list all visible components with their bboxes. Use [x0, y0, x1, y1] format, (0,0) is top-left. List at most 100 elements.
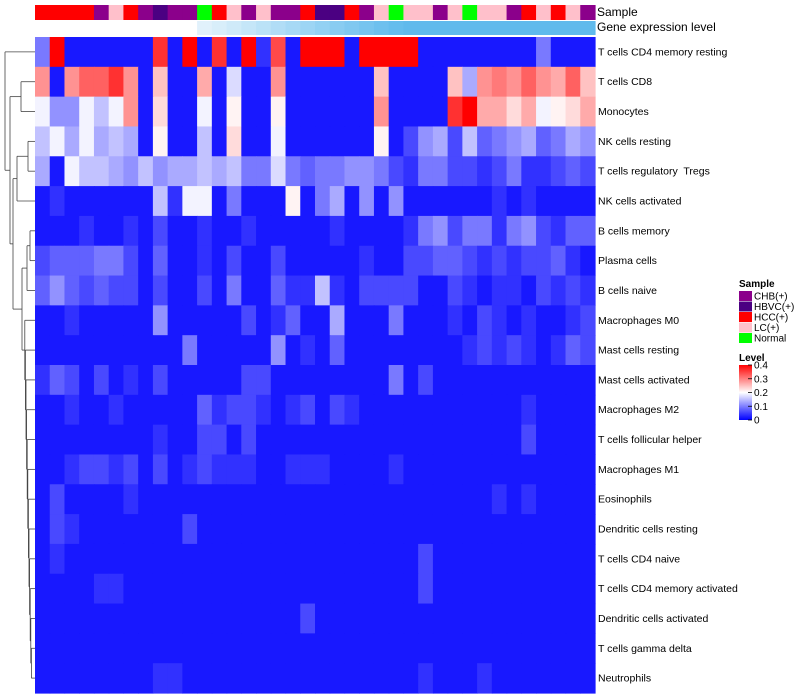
heatmap-cell: [418, 275, 434, 306]
heatmap-cell: [241, 215, 257, 247]
heatmap-cell: [521, 305, 537, 336]
heatmap-cell: [432, 186, 449, 217]
gene-expression-annotation-cell: [359, 21, 375, 35]
heatmap-cell: [211, 573, 228, 605]
heatmap-cell: [35, 275, 51, 306]
heatmap-cell: [138, 275, 154, 306]
heatmap-cell: [565, 365, 581, 396]
heatmap-cell: [64, 37, 80, 68]
heatmap-cell: [550, 156, 567, 187]
row-label: Mast cells activated: [598, 374, 690, 386]
heatmap-cell: [79, 245, 95, 277]
heatmap-cell: [49, 573, 66, 605]
heatmap-cell: [182, 603, 198, 634]
heatmap-cell: [256, 633, 272, 664]
heatmap-cell: [167, 394, 183, 426]
heatmap-cell: [418, 424, 434, 456]
heatmap-cell: [197, 305, 213, 336]
heatmap-cell: [123, 156, 139, 187]
heatmap-cell: [521, 156, 537, 187]
heatmap-cell: [491, 156, 508, 187]
heatmap-cell: [35, 573, 51, 605]
heatmap-cell: [300, 245, 316, 277]
heatmap-cell: [462, 215, 478, 247]
heatmap-cell: [167, 424, 183, 456]
heatmap-cell: [506, 365, 522, 396]
heatmap-cell: [447, 96, 463, 128]
gene-expression-annotation-cell: [418, 21, 434, 35]
heatmap-cell: [344, 126, 360, 157]
heatmap-cell: [226, 275, 242, 306]
heatmap-cell: [285, 275, 301, 306]
heatmap-cell: [373, 633, 390, 664]
sample-legend-swatch: [739, 312, 752, 322]
sample-annotation-cell: [462, 5, 478, 20]
heatmap-cell: [344, 573, 360, 605]
heatmap-cell: [211, 186, 228, 217]
heatmap-cell: [536, 156, 552, 187]
heatmap-cell: [152, 126, 169, 157]
heatmap-cell: [49, 424, 66, 456]
heatmap-cell: [506, 633, 522, 664]
heatmap-cell: [536, 514, 552, 545]
heatmap-cell: [285, 215, 301, 247]
heatmap-cell: [432, 603, 449, 634]
heatmap-cell: [93, 603, 110, 634]
heatmap-cell: [226, 514, 242, 545]
heatmap-cell: [64, 305, 80, 336]
heatmap-cell: [565, 96, 581, 128]
heatmap-cell: [477, 603, 493, 634]
heatmap-cell: [359, 66, 375, 98]
heatmap-cell: [388, 215, 405, 247]
heatmap-cell: [138, 394, 154, 426]
heatmap-cell: [315, 484, 331, 515]
heatmap-cell: [138, 573, 154, 605]
heatmap-cell: [108, 126, 125, 157]
heatmap-cell: [123, 365, 139, 396]
heatmap-cell: [182, 514, 198, 545]
heatmap-cell: [79, 275, 95, 306]
heatmap-cell: [388, 96, 405, 128]
heatmap-cell: [315, 424, 331, 456]
heatmap-cell: [506, 663, 522, 694]
heatmap-cell: [329, 245, 346, 277]
heatmap-cell: [285, 305, 301, 336]
row-label: Dendritic cells activated: [598, 613, 708, 625]
heatmap-cell: [521, 245, 537, 277]
gene-expression-annotation-cell: [270, 21, 287, 35]
heatmap-cell: [93, 66, 110, 98]
sample-annotation-cell: [536, 5, 552, 20]
heatmap-cell: [550, 573, 567, 605]
heatmap-cell: [93, 573, 110, 605]
sample-legend-items: CHB(+)HBVC(+)HCC(+)LC(+)Normal: [739, 291, 794, 345]
heatmap-cell: [79, 156, 95, 187]
heatmap-cell: [35, 245, 51, 277]
heatmap-cell: [432, 37, 449, 68]
heatmap-cell: [462, 424, 478, 456]
heatmap-cell: [35, 394, 51, 426]
heatmap-cell: [359, 603, 375, 634]
heatmap-cell: [418, 96, 434, 128]
heatmap-cell: [536, 335, 552, 366]
heatmap-cell: [447, 156, 463, 187]
heatmap-cell: [565, 37, 581, 68]
row-label: Monocytes: [598, 106, 649, 118]
gene-expression-annotation-bar: [35, 21, 596, 35]
gene-expression-annotation-cell: [79, 21, 95, 35]
sample-annotation-cell: [152, 5, 169, 20]
heatmap-cell: [300, 275, 316, 306]
heatmap-cell: [403, 603, 419, 634]
heatmap-cell: [152, 305, 169, 336]
heatmap-cell: [491, 215, 508, 247]
heatmap-cell: [182, 633, 198, 664]
heatmap-cell: [226, 603, 242, 634]
heatmap-cell: [344, 514, 360, 545]
heatmap-cell: [152, 424, 169, 456]
heatmap-cell: [108, 484, 125, 515]
heatmap-cell: [226, 454, 242, 485]
heatmap-cell: [123, 305, 139, 336]
heatmap-cell: [344, 37, 360, 68]
heatmap-cell: [418, 245, 434, 277]
heatmap-cell: [462, 275, 478, 306]
heatmap-cell: [285, 335, 301, 366]
